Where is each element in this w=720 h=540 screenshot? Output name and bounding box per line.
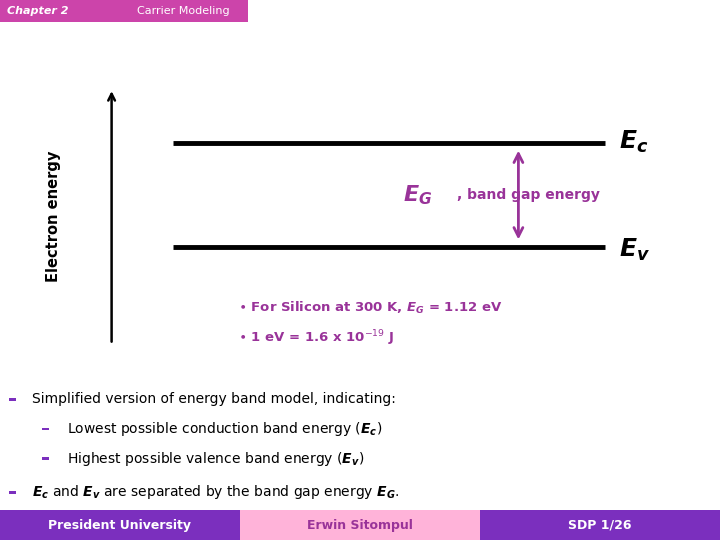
Text: SDP 1/26: SDP 1/26 — [568, 518, 631, 531]
Bar — [0, 0, 248, 22]
Text: $\bfit{E}_v$: $\bfit{E}_v$ — [619, 237, 650, 263]
Text: Erwin Sitompul: Erwin Sitompul — [307, 518, 413, 531]
Text: $\bullet$ 1 eV = 1.6 x 10$^{-19}$ J: $\bullet$ 1 eV = 1.6 x 10$^{-19}$ J — [238, 329, 394, 348]
Bar — [42, 428, 49, 430]
Text: Highest possible valence band energy ($\bfit{E}_v$): Highest possible valence band energy ($\… — [67, 450, 364, 468]
Text: Lowest possible conduction band energy ($\bfit{E}_c$): Lowest possible conduction band energy (… — [67, 420, 382, 438]
Text: Electron energy: Electron energy — [47, 151, 61, 282]
Bar — [9, 398, 16, 401]
Text: $\bfit{E}_c$: $\bfit{E}_c$ — [619, 129, 649, 155]
Bar — [9, 491, 16, 494]
Bar — [240, 510, 480, 540]
Text: Chapter 2: Chapter 2 — [7, 5, 68, 16]
Bar — [42, 457, 49, 460]
Text: Energy Band Diagram: Energy Band Diagram — [358, 32, 698, 60]
Text: , band gap energy: , band gap energy — [457, 188, 600, 202]
Bar — [480, 510, 720, 540]
Text: $\bfit{E}_c$ and $\bfit{E}_v$ are separated by the band gap energy $\bfit{E}_G$.: $\bfit{E}_c$ and $\bfit{E}_v$ are separa… — [32, 483, 400, 502]
Text: President University: President University — [48, 518, 192, 531]
Text: $\bfit{E}_G$: $\bfit{E}_G$ — [403, 183, 433, 207]
Text: Carrier Modeling: Carrier Modeling — [137, 5, 230, 16]
Text: Simplified version of energy band model, indicating:: Simplified version of energy band model,… — [32, 392, 396, 406]
Bar — [0, 510, 240, 540]
Text: $\bullet$ For Silicon at 300 K, $\bfit{E}_G$ = 1.12 eV: $\bullet$ For Silicon at 300 K, $\bfit{E… — [238, 300, 502, 316]
